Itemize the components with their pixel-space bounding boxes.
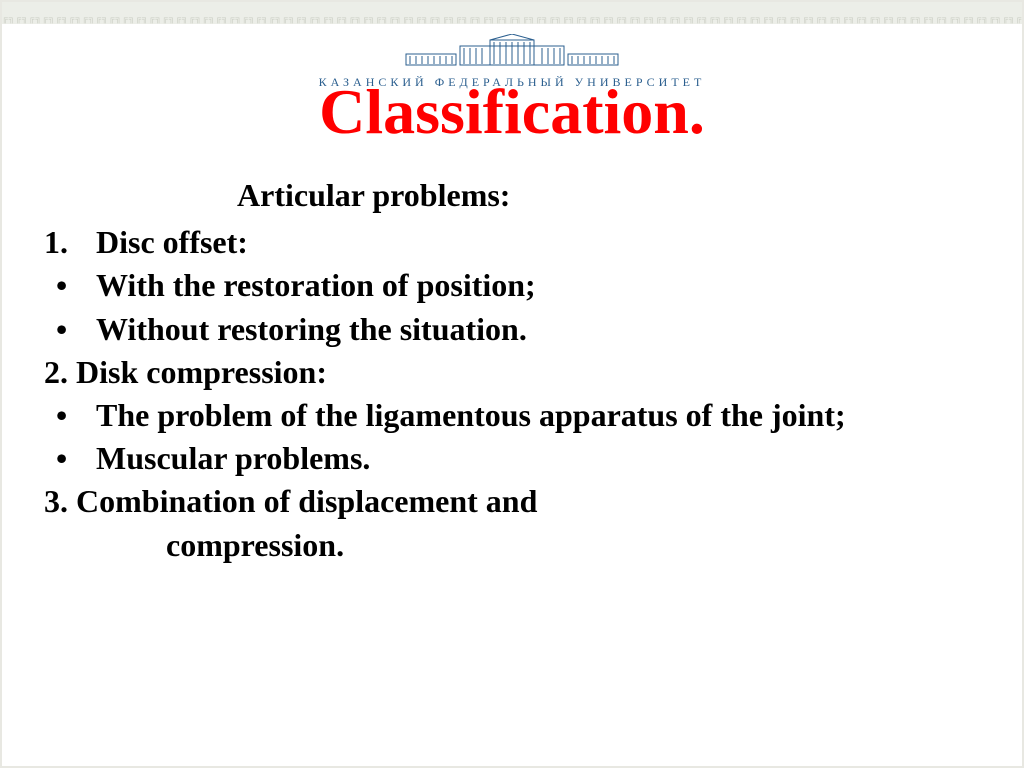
list-bullet: Without restoring the situation. — [42, 308, 966, 351]
list-item-3: 3. Combination of displacement and — [42, 480, 966, 523]
list-bullet: With the restoration of position; — [42, 264, 966, 307]
subtitle: Articular problems: — [42, 174, 966, 217]
slide-title: Classification. — [2, 80, 1022, 144]
list-text: Disc offset: — [96, 224, 248, 260]
list-item-2: 2. Disk compression: — [42, 351, 966, 394]
greek-key-pattern: ╔╗╔╗╔╗╔╗╔╗╔╗╔╗╔╗╔╗╔╗╔╗╔╗╔╗╔╗╔╗╔╗╔╗╔╗╔╗╔╗… — [2, 14, 1022, 24]
building-icon — [402, 34, 622, 73]
slide: ╔╗╔╗╔╗╔╗╔╗╔╗╔╗╔╗╔╗╔╗╔╗╔╗╔╗╔╗╔╗╔╗╔╗╔╗╔╗╔╗… — [0, 0, 1024, 768]
list-bullet: Muscular problems. — [42, 437, 966, 480]
list-item-3-continuation: compression. — [42, 524, 966, 567]
top-decorative-bar: ╔╗╔╗╔╗╔╗╔╗╔╗╔╗╔╗╔╗╔╗╔╗╔╗╔╗╔╗╔╗╔╗╔╗╔╗╔╗╔╗… — [2, 2, 1022, 24]
list-bullet: The problem of the ligamentous apparatus… — [42, 394, 966, 437]
slide-body: Articular problems: 1.Disc offset: With … — [2, 174, 1022, 567]
list-number: 1. — [42, 221, 96, 264]
list-item-1: 1.Disc offset: — [42, 221, 966, 264]
